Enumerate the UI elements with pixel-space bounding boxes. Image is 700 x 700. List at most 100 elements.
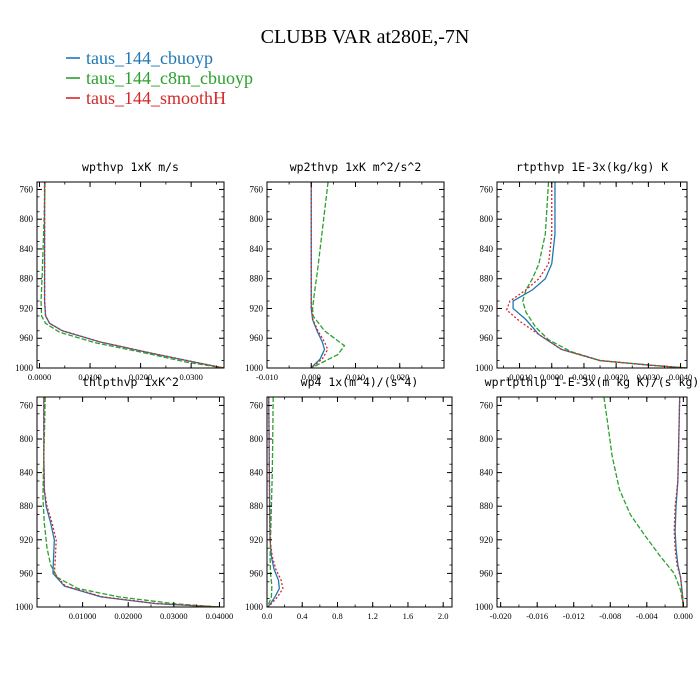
y-tick-label: 920 <box>250 535 264 545</box>
panel-title: wpthvp 1xK m/s <box>82 160 179 174</box>
y-tick-label: 960 <box>20 568 34 578</box>
y-tick-label: 1000 <box>475 363 494 373</box>
y-tick-label: 760 <box>250 400 264 410</box>
y-tick-label: 960 <box>480 568 494 578</box>
series-line <box>40 182 224 368</box>
series-line <box>267 397 274 607</box>
x-tick-label: 0.0000 <box>28 372 51 382</box>
chart-panel: rtpthvp 1E-3x(kg/kg) K 760 800 840 880 920 960… <box>475 160 692 382</box>
chart-panel: wp4 1x(m^4)/(s^4)76080084088092096010000… <box>245 375 453 621</box>
y-tick-label: 760 <box>20 400 34 410</box>
y-tick-label: 920 <box>480 303 494 313</box>
series-group <box>42 397 220 607</box>
chart-panel: wpthvp 1xK m/s 760 800 840 880 920 960 10000.00… <box>15 160 225 382</box>
series-line <box>310 182 326 368</box>
y-tick-label: 920 <box>20 535 34 545</box>
series-group <box>40 182 224 368</box>
x-tick-label: 0.04000 <box>206 611 234 621</box>
x-tick-label: -0.008 <box>599 611 621 621</box>
x-tick-label: 0.010 <box>346 372 365 382</box>
chart-panel: thlpthvp 1xK^2 760 800 840 880 920 960 1000 0.01… <box>15 375 233 621</box>
series-line <box>43 182 224 368</box>
x-tick-label: 0.8 <box>332 611 343 621</box>
y-tick-label: 800 <box>250 214 264 224</box>
plot-frame <box>36 181 225 369</box>
y-tick-label: 960 <box>480 333 494 343</box>
x-tick-label: -0.020 <box>490 611 512 621</box>
series-line <box>43 182 224 368</box>
x-tick-label: 0.01000 <box>69 611 97 621</box>
series-line <box>603 397 684 607</box>
plot-frame <box>496 396 688 608</box>
y-tick-label: 800 <box>20 214 34 224</box>
y-tick-label: 960 <box>250 568 264 578</box>
chart-panel: wp2thvp 1xK m^2/s^2 760 800 840 880 920 960 100… <box>245 160 445 382</box>
figure-title: CLUBB VAR at280E,-7N <box>261 26 470 48</box>
x-tick-label: -0.012 <box>563 611 585 621</box>
y-tick-label: 920 <box>250 303 264 313</box>
x-tick-label: 1.2 <box>367 611 378 621</box>
series-line <box>673 397 684 607</box>
series-line <box>43 397 220 607</box>
panel-title: wprtpthlp 1-E-3x(m kg K)/(s kg) <box>485 375 700 389</box>
series-line <box>674 397 684 607</box>
y-tick-label: 880 <box>250 274 264 284</box>
x-tick-label: 0.000 <box>302 372 321 382</box>
x-tick-label: -0.016 <box>526 611 548 621</box>
y-tick-label: 920 <box>20 303 34 313</box>
legend-label: taus_144_c8m_cbuoyp <box>86 68 253 88</box>
y-tick-label: 880 <box>20 274 34 284</box>
plot-frame <box>266 181 445 369</box>
y-tick-label: 1000 <box>15 363 34 373</box>
y-tick-label: 840 <box>20 244 34 254</box>
chart-panel: wprtpthlp 1-E-3x(m kg K)/(s kg) 760 800 840… <box>475 375 699 621</box>
series-line <box>310 182 329 368</box>
y-tick-label: 760 <box>250 184 264 194</box>
x-tick-label: 0.0020 <box>604 372 627 382</box>
y-tick-label: 1000 <box>245 363 264 373</box>
x-tick-label: 1.6 <box>403 611 414 621</box>
x-tick-label: -0.010 <box>256 372 278 382</box>
x-tick-label: 2.0 <box>438 611 449 621</box>
x-tick-label: 0.0000 <box>540 372 563 382</box>
x-tick-label: 0.000 <box>674 611 693 621</box>
series-line <box>43 397 220 607</box>
series-line <box>505 182 687 368</box>
legend-entry: taus_144_smoothH <box>66 88 226 108</box>
plot-frame <box>36 396 225 608</box>
y-tick-label: 840 <box>20 468 34 478</box>
x-tick-label: 0.0010 <box>572 372 595 382</box>
y-tick-label: 880 <box>250 501 264 511</box>
panel-title: thlpthvp 1xK^2 <box>82 375 179 389</box>
x-tick-label: 0.03000 <box>160 611 188 621</box>
y-tick-label: 760 <box>480 184 494 194</box>
legend-label: taus_144_cbuoyp <box>86 48 213 68</box>
legend-entry: taus_144_c8m_cbuoyp <box>66 68 253 88</box>
y-tick-label: 960 <box>20 333 34 343</box>
x-tick-label: 0.0030 <box>637 372 660 382</box>
y-tick-label: 880 <box>20 501 34 511</box>
y-tick-label: 760 <box>480 400 494 410</box>
x-tick-label: 0.0300 <box>179 372 202 382</box>
panel-title: wp2thvp 1xK m^2/s^2 <box>290 160 422 174</box>
legend-entry: taus_144_cbuoyp <box>66 48 213 68</box>
y-tick-label: 800 <box>20 434 34 444</box>
plot-frame <box>496 181 688 369</box>
y-tick-label: 800 <box>250 434 264 444</box>
y-tick-label: 840 <box>250 244 264 254</box>
x-tick-label: 0.4 <box>297 611 308 621</box>
x-tick-label: 0.0040 <box>669 372 692 382</box>
y-tick-label: 800 <box>480 214 494 224</box>
series-line <box>42 397 220 607</box>
y-tick-label: 840 <box>480 468 494 478</box>
x-tick-label: 0.0 <box>262 611 273 621</box>
legend: taus_144_cbuoyptaus_144_c8m_cbuoyptaus_1… <box>66 48 253 108</box>
y-tick-label: 800 <box>480 434 494 444</box>
x-tick-label: -0.0010 <box>506 372 532 382</box>
series-line <box>512 182 687 368</box>
y-tick-label: 880 <box>480 274 494 284</box>
series-group <box>267 397 284 607</box>
y-tick-label: 1000 <box>245 602 264 612</box>
y-tick-label: 960 <box>250 333 264 343</box>
